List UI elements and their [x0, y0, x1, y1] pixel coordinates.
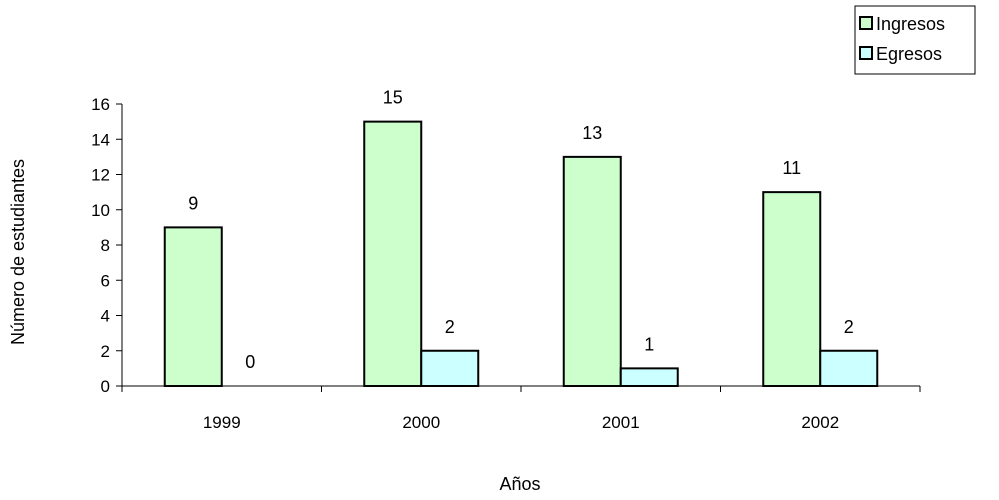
- y-axis-title: Número de estudiantes: [8, 159, 28, 345]
- legend-label: Ingresos: [876, 14, 945, 34]
- bar-egresos-2002: [819, 349, 879, 387]
- y-tick-label: 4: [101, 307, 110, 326]
- x-tick-label: 2002: [801, 413, 839, 432]
- y-tick-label: 8: [101, 236, 110, 255]
- x-tick-label: 2001: [602, 413, 640, 432]
- data-label: 13: [582, 123, 602, 143]
- y-tick-label: 12: [91, 166, 110, 185]
- data-labels: 9 15 13 11 0 2 1 2: [188, 88, 854, 372]
- legend-label: Egresos: [876, 44, 942, 64]
- y-tick-label: 0: [101, 377, 110, 396]
- y-tick-label: 10: [91, 201, 110, 220]
- legend-box: [854, 5, 976, 75]
- y-tick-label: 14: [91, 130, 110, 149]
- data-label: 2: [445, 317, 455, 337]
- bar-ingresos-2002: [762, 191, 822, 387]
- y-tick-label: 16: [91, 95, 110, 114]
- bar-ingresos-2001: [562, 155, 622, 387]
- data-label: 15: [383, 88, 403, 108]
- x-axis-title: Años: [499, 474, 540, 494]
- bars: [163, 120, 879, 387]
- x-tick-label: 1999: [203, 413, 241, 432]
- bar-ingresos-2000: [363, 120, 423, 387]
- data-label: 1: [644, 334, 654, 354]
- data-label: 0: [245, 352, 255, 372]
- bar-egresos-2000: [420, 349, 480, 387]
- bar-egresos-2001: [619, 367, 679, 387]
- legend-swatch: [859, 16, 873, 30]
- data-label: 9: [188, 193, 198, 213]
- legend-swatch: [859, 46, 873, 60]
- legend: Ingresos Egresos: [854, 5, 976, 75]
- x-tick-label: 2000: [402, 413, 440, 432]
- bar-ingresos-1999: [163, 226, 223, 387]
- y-tick-label: 2: [101, 342, 110, 361]
- y-tick-label: 6: [101, 271, 110, 290]
- data-label: 11: [782, 158, 801, 178]
- data-label: 2: [844, 317, 854, 337]
